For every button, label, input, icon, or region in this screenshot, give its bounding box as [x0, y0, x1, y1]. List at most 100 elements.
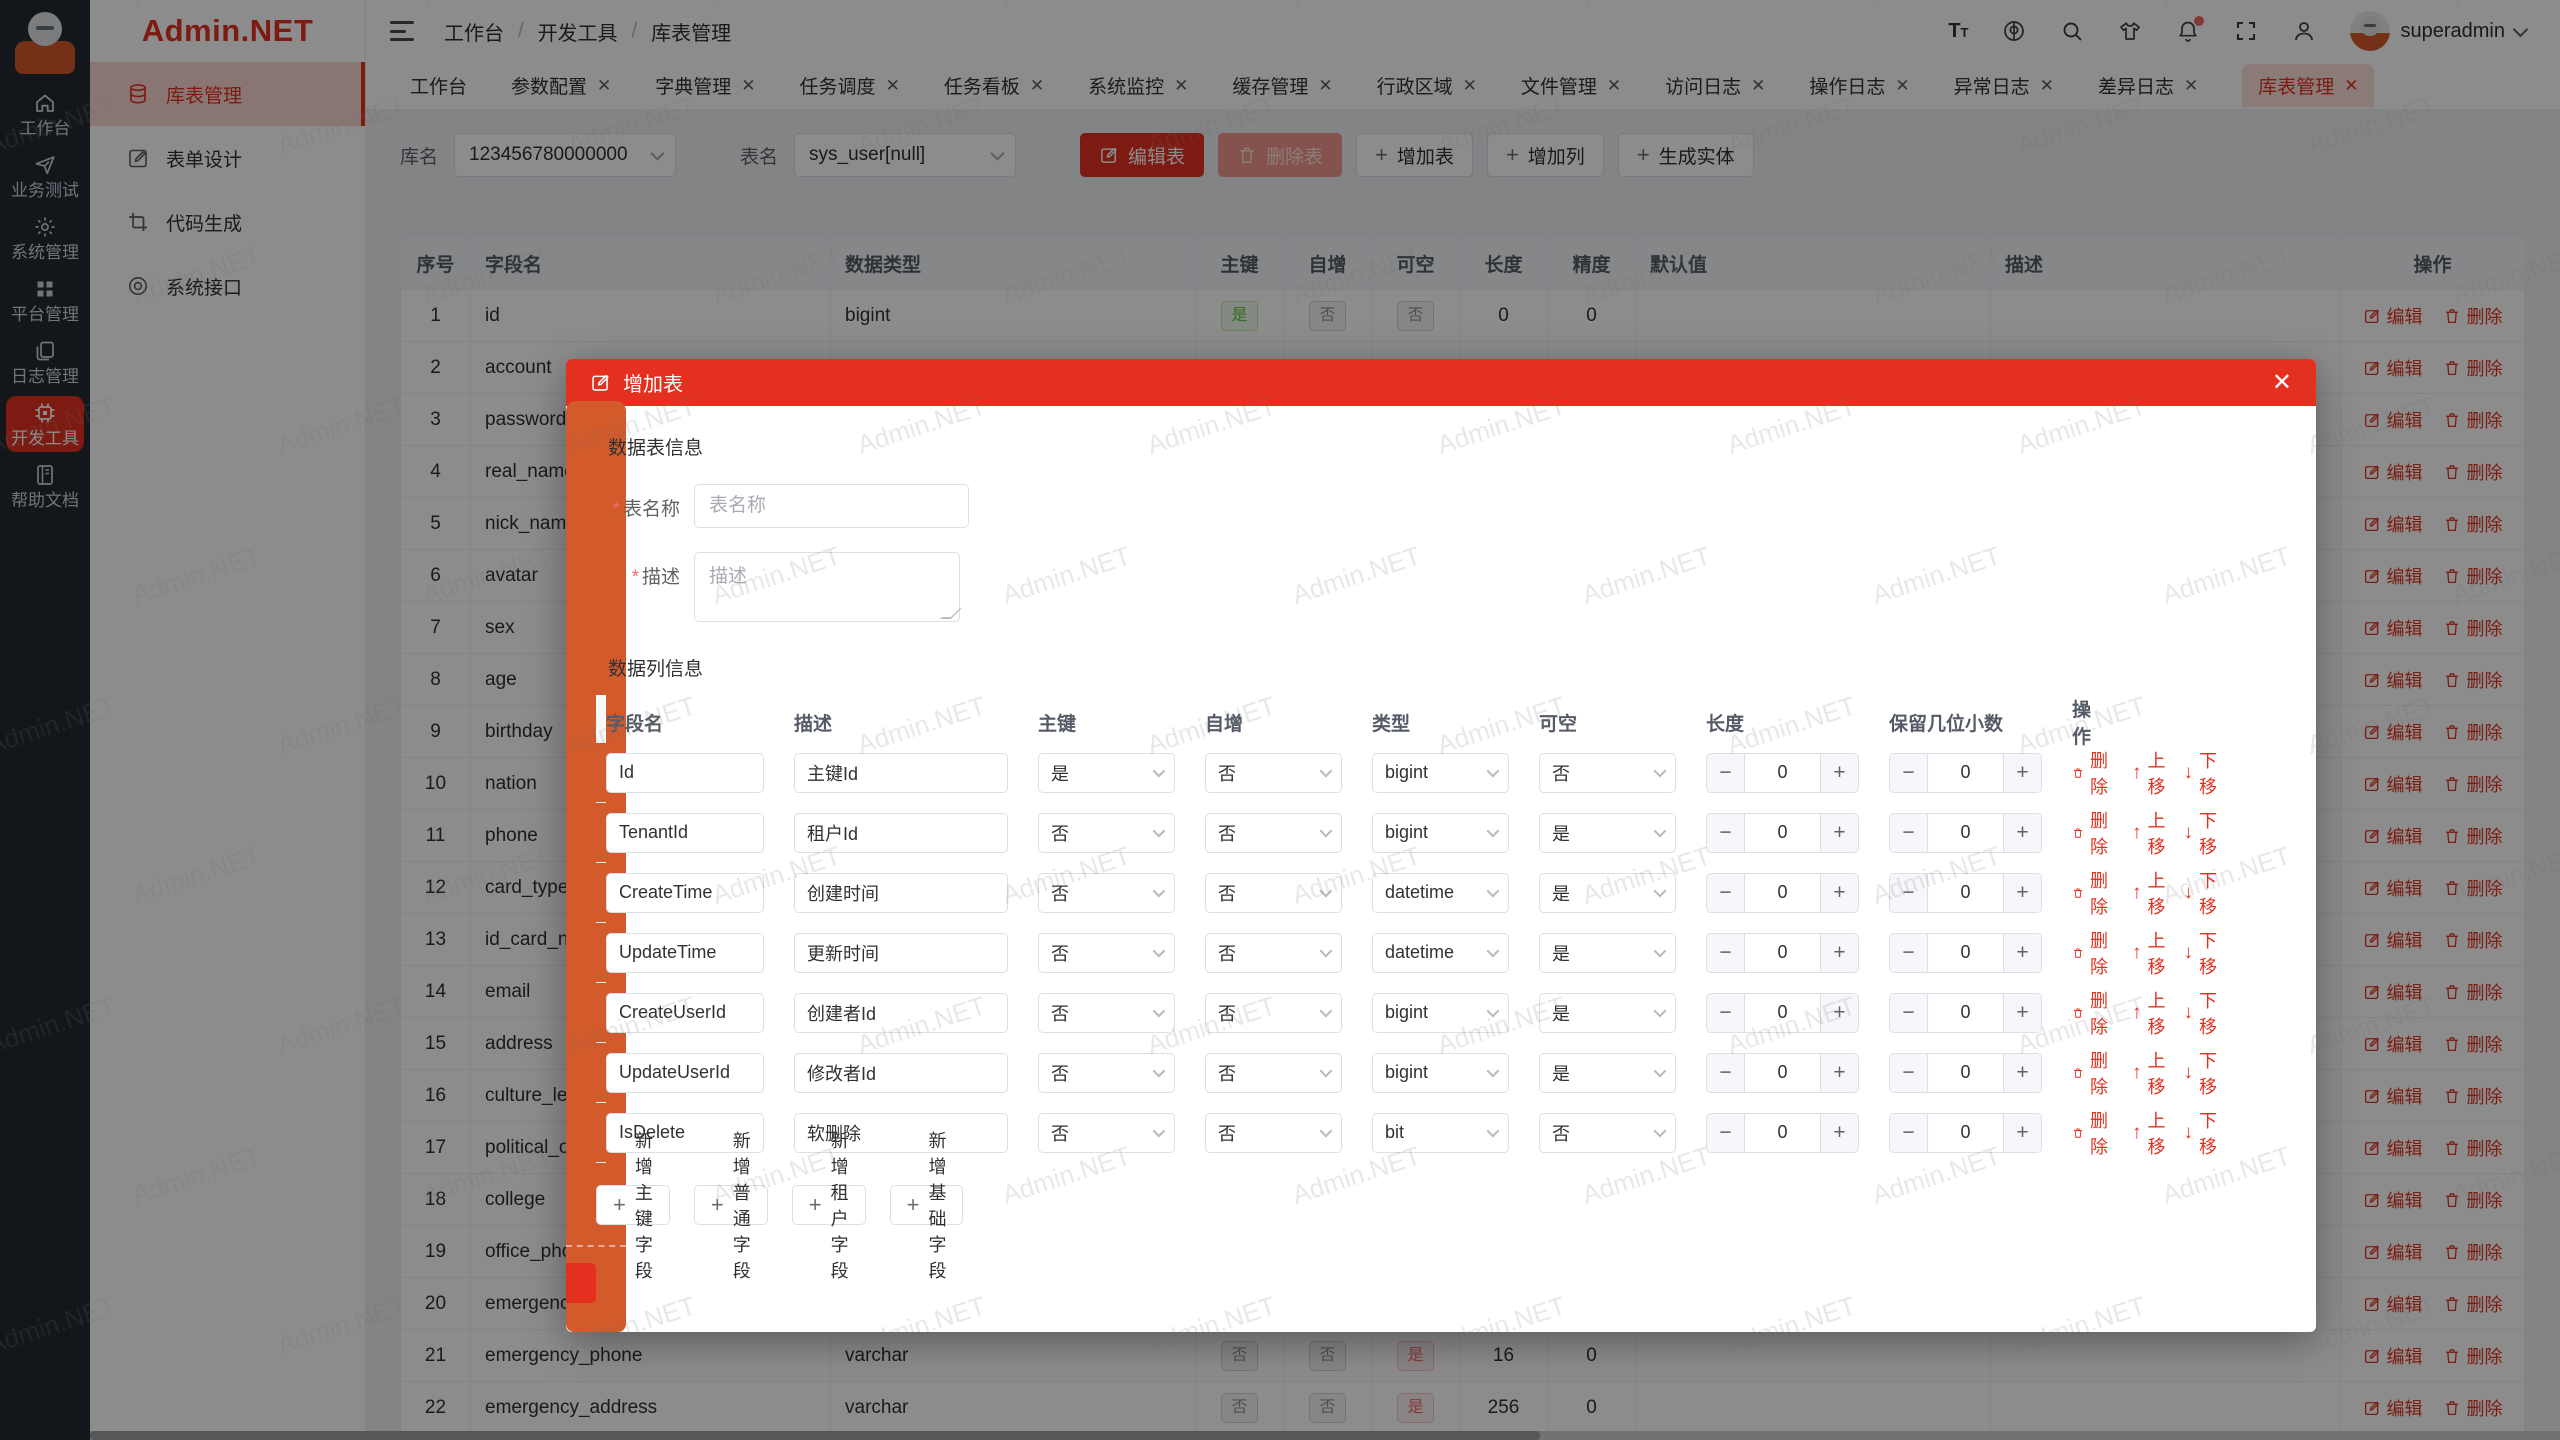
rail-item-开发工具[interactable]: 开发工具: [6, 396, 84, 452]
add-field-button-新增主键字段[interactable]: + 新增主键字段: [596, 1131, 670, 1281]
row-edit-button[interactable]: 编辑: [2363, 875, 2423, 901]
tab-系统监控[interactable]: 系统监控 ✕: [1088, 75, 1189, 99]
row-edit-button[interactable]: 编辑: [2363, 563, 2423, 589]
tab-异常日志[interactable]: 异常日志 ✕: [1953, 75, 2054, 99]
type-select[interactable]: bigint: [1372, 992, 1509, 1033]
row-delete-button[interactable]: 删除: [2443, 1291, 2503, 1317]
row-edit-button[interactable]: 编辑: [2363, 1395, 2423, 1421]
pk-select[interactable]: 否: [1038, 1052, 1175, 1093]
type-select[interactable]: bigint: [1372, 752, 1509, 793]
row-edit-button[interactable]: 编辑: [2363, 615, 2423, 641]
decrease-button[interactable]: −: [1890, 1113, 1928, 1152]
row-edit-button[interactable]: 编辑: [2363, 1135, 2423, 1161]
type-select[interactable]: bigint: [1372, 812, 1509, 853]
table-name-input[interactable]: [694, 484, 969, 528]
row-delete-button[interactable]: 删除: [2443, 927, 2503, 953]
row-edit-button[interactable]: 编辑: [2363, 355, 2423, 381]
tab-访问日志[interactable]: 访问日志 ✕: [1665, 75, 1766, 99]
decrease-button[interactable]: −: [1707, 753, 1745, 792]
field-move-up-button[interactable]: ↑ 上移: [2132, 1050, 2166, 1097]
nullable-select[interactable]: 否: [1539, 752, 1676, 793]
add-field-button-新增租户字段[interactable]: + 新增租户字段: [791, 1131, 866, 1281]
row-edit-button[interactable]: 编辑: [2363, 667, 2423, 693]
font-size-icon[interactable]: TT: [1948, 20, 1969, 42]
nullable-select[interactable]: 是: [1539, 1052, 1676, 1093]
breadcrumb-item[interactable]: 工作台: [444, 22, 504, 45]
close-tab-icon[interactable]: ✕: [2039, 75, 2054, 95]
row-edit-button[interactable]: 编辑: [2363, 1291, 2423, 1317]
close-tab-icon[interactable]: ✕: [885, 75, 900, 95]
field-move-down-button[interactable]: ↓ 下移: [2183, 870, 2218, 917]
decrease-button[interactable]: −: [1707, 933, 1745, 972]
gen-entity-button[interactable]: + 生成实体: [1617, 133, 1754, 177]
type-select[interactable]: bigint: [1372, 1052, 1509, 1093]
breadcrumb-item[interactable]: 开发工具: [537, 22, 618, 45]
row-delete-button[interactable]: 删除: [2443, 511, 2503, 537]
row-edit-button[interactable]: 编辑: [2363, 1083, 2423, 1109]
horizontal-scrollbar[interactable]: [90, 1431, 2560, 1440]
row-edit-button[interactable]: 编辑: [2363, 719, 2423, 745]
pk-select[interactable]: 是: [1038, 752, 1175, 793]
tab-缓存管理[interactable]: 缓存管理 ✕: [1232, 75, 1333, 99]
increment-select[interactable]: 否: [1205, 872, 1342, 913]
field-move-up-button[interactable]: ↑ 上移: [2132, 930, 2166, 977]
tab-工作台[interactable]: 工作台: [410, 77, 468, 98]
tab-差异日志[interactable]: 差异日志 ✕: [2097, 75, 2199, 99]
tab-任务看板[interactable]: 任务看板 ✕: [943, 75, 1045, 99]
increase-button[interactable]: +: [2003, 1053, 2041, 1092]
increase-button[interactable]: +: [1820, 873, 1858, 912]
row-delete-button[interactable]: 删除: [2443, 1083, 2503, 1109]
decrease-button[interactable]: −: [1707, 1053, 1745, 1092]
row-edit-button[interactable]: 编辑: [2363, 1239, 2423, 1265]
increase-button[interactable]: +: [1820, 993, 1858, 1032]
decrease-button[interactable]: −: [1707, 813, 1745, 852]
rail-item-系统管理[interactable]: 系统管理: [6, 210, 84, 266]
row-edit-button[interactable]: 编辑: [2363, 407, 2423, 433]
profile-icon[interactable]: [2292, 19, 2316, 43]
row-delete-button[interactable]: 删除: [2443, 303, 2503, 329]
increase-button[interactable]: +: [1820, 933, 1858, 972]
field-desc-input[interactable]: [794, 872, 1008, 913]
rail-item-帮助文档[interactable]: 帮助文档: [6, 458, 84, 514]
field-move-down-button[interactable]: ↓ 下移: [2183, 1050, 2218, 1097]
increase-button[interactable]: +: [2003, 933, 2041, 972]
field-name-input[interactable]: [606, 1112, 764, 1153]
decrease-button[interactable]: −: [1707, 873, 1745, 912]
row-delete-button[interactable]: 删除: [2443, 719, 2503, 745]
close-tab-icon[interactable]: ✕: [1751, 75, 1766, 95]
field-desc-input[interactable]: [794, 752, 1008, 793]
row-edit-button[interactable]: 编辑: [2363, 823, 2423, 849]
increment-select[interactable]: 否: [1205, 932, 1342, 973]
row-delete-button[interactable]: 删除: [2443, 563, 2503, 589]
row-edit-button[interactable]: 编辑: [2363, 511, 2423, 537]
row-delete-button[interactable]: 删除: [2443, 1187, 2503, 1213]
edit-table-button[interactable]: 编辑表: [1080, 133, 1205, 177]
scrollbar-thumb[interactable]: [90, 1431, 1540, 1440]
add-field-button-新增基础字段[interactable]: + 新增基础字段: [889, 1131, 964, 1281]
close-tab-icon[interactable]: ✕: [1174, 75, 1189, 95]
tab-库表管理[interactable]: 库表管理 ✕: [2242, 64, 2375, 107]
decrease-button[interactable]: −: [1890, 753, 1928, 792]
close-tab-icon[interactable]: ✕: [1029, 75, 1045, 95]
field-move-up-button[interactable]: ↑ 上移: [2132, 990, 2166, 1037]
field-move-up-button[interactable]: ↑ 上移: [2132, 810, 2166, 857]
field-move-up-button[interactable]: ↑ 上移: [2132, 870, 2166, 917]
field-delete-button[interactable]: 删除: [2072, 1107, 2114, 1159]
row-delete-button[interactable]: 删除: [2443, 771, 2503, 797]
confirm-button[interactable]: 确 定: [566, 1261, 596, 1309]
decrease-button[interactable]: −: [1707, 993, 1745, 1032]
close-tab-icon[interactable]: ✕: [597, 75, 612, 95]
nullable-select[interactable]: 是: [1539, 992, 1676, 1033]
row-delete-button[interactable]: 删除: [2443, 355, 2503, 381]
field-move-down-button[interactable]: ↓ 下移: [2183, 990, 2218, 1037]
menu-item-表单设计[interactable]: 表单设计: [90, 126, 365, 190]
field-delete-button[interactable]: 删除: [2072, 987, 2114, 1039]
tab-操作日志[interactable]: 操作日志 ✕: [1809, 75, 1910, 99]
row-delete-button[interactable]: 删除: [2443, 1031, 2503, 1057]
field-desc-input[interactable]: [794, 1052, 1008, 1093]
row-edit-button[interactable]: 编辑: [2363, 1343, 2423, 1369]
increase-button[interactable]: +: [2003, 813, 2041, 852]
field-delete-button[interactable]: 删除: [2072, 807, 2114, 859]
add-field-button-新增普通字段[interactable]: + 新增普通字段: [693, 1131, 768, 1281]
menu-item-库表管理[interactable]: 库表管理: [90, 62, 365, 126]
